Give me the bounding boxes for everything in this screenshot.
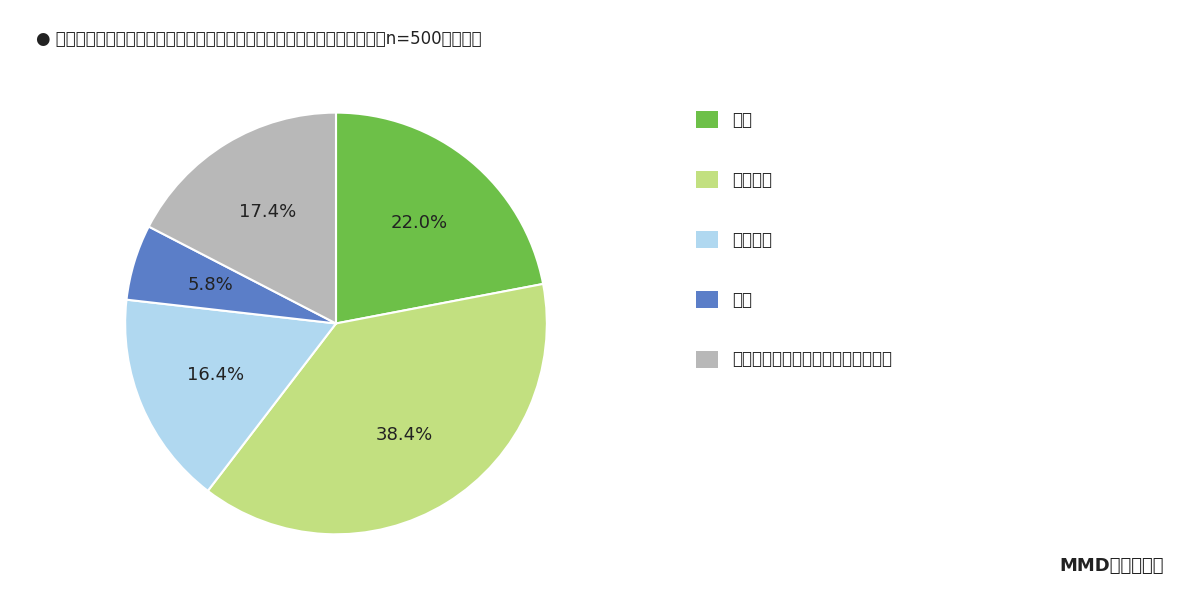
Wedge shape <box>126 226 336 323</box>
Text: 16.4%: 16.4% <box>187 365 245 383</box>
Text: やや満足: やや満足 <box>732 171 772 189</box>
Wedge shape <box>149 113 336 323</box>
Text: 5.8%: 5.8% <box>188 276 234 295</box>
Text: 満足: 満足 <box>732 111 752 129</box>
Text: 改定内容を知らないのでわからない: 改定内容を知らないのでわからない <box>732 350 892 368</box>
Wedge shape <box>208 284 547 534</box>
Wedge shape <box>125 300 336 491</box>
Text: ● 楽天モバイルユーザーの楽天ポイントプログラムの改定に対する満足度（n=500、単数）: ● 楽天モバイルユーザーの楽天ポイントプログラムの改定に対する満足度（n=500… <box>36 30 481 48</box>
Text: 38.4%: 38.4% <box>376 426 433 444</box>
Text: 22.0%: 22.0% <box>391 214 448 232</box>
Text: MMD研究所調べ: MMD研究所調べ <box>1060 557 1164 575</box>
Text: やや不満: やや不満 <box>732 231 772 249</box>
Wedge shape <box>336 113 544 323</box>
Text: 不満: 不満 <box>732 291 752 308</box>
Text: 17.4%: 17.4% <box>240 203 296 221</box>
